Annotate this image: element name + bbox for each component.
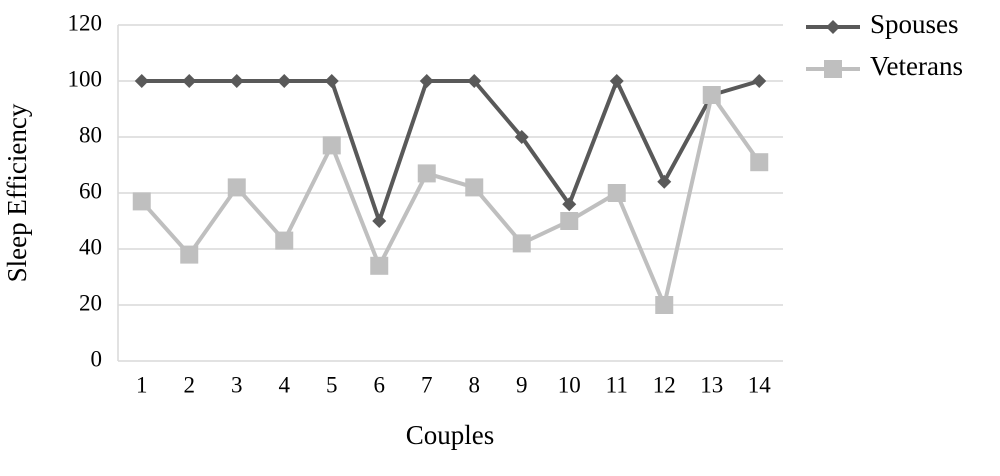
marker: [322, 136, 341, 155]
marker: [607, 184, 626, 202]
marker: [467, 74, 482, 88]
marker: [750, 153, 769, 172]
marker: [372, 214, 387, 228]
x-tick-label: 8: [469, 372, 481, 397]
marker: [657, 174, 672, 189]
marker: [562, 197, 577, 212]
marker: [512, 234, 531, 253]
marker: [655, 296, 674, 314]
x-axis-title: Couples: [406, 420, 495, 450]
y-tick-label: 100: [68, 66, 103, 91]
marker: [560, 212, 579, 230]
y-tick-label: 60: [79, 178, 102, 203]
marker: [465, 178, 484, 197]
marker: [227, 178, 246, 197]
marker: [275, 231, 294, 250]
legend-label: Veterans: [870, 51, 963, 81]
x-tick-label: 7: [421, 372, 433, 397]
marker: [417, 164, 436, 183]
marker: [514, 130, 529, 144]
x-tick-label: 11: [606, 372, 628, 397]
x-tick-label: 6: [374, 372, 386, 397]
x-tick-label: 4: [279, 372, 291, 397]
y-tick-label: 80: [79, 122, 102, 147]
x-tick-label: 1: [136, 372, 148, 397]
x-tick-label: 2: [184, 372, 196, 397]
x-tick-label: 12: [653, 372, 676, 397]
marker: [229, 74, 244, 88]
x-tick-label: 9: [516, 372, 528, 397]
x-tick-label: 14: [748, 372, 772, 397]
y-tick-label: 40: [79, 234, 102, 259]
marker: [826, 20, 840, 34]
marker: [277, 74, 292, 88]
series-line: [141, 75, 760, 228]
x-tick-label: 10: [558, 372, 581, 397]
legend-label: Spouses: [870, 9, 959, 39]
marker: [182, 74, 197, 88]
series-line: [140, 90, 761, 312]
marker: [702, 86, 721, 104]
marker: [419, 74, 434, 88]
marker: [609, 74, 624, 88]
x-tick-label: 13: [700, 372, 723, 397]
x-tick-label: 5: [326, 372, 338, 397]
marker: [824, 60, 842, 78]
x-tick-label: 3: [231, 372, 243, 397]
marker: [132, 192, 151, 211]
marker: [752, 74, 767, 88]
marker: [180, 245, 199, 264]
y-tick-label: 120: [68, 10, 103, 35]
marker: [134, 74, 149, 88]
marker: [370, 256, 389, 275]
marker: [324, 74, 339, 88]
y-tick-label: 20: [79, 290, 102, 315]
y-axis-title: Sleep Efficiency: [2, 103, 32, 282]
y-tick-label: 0: [91, 346, 103, 371]
